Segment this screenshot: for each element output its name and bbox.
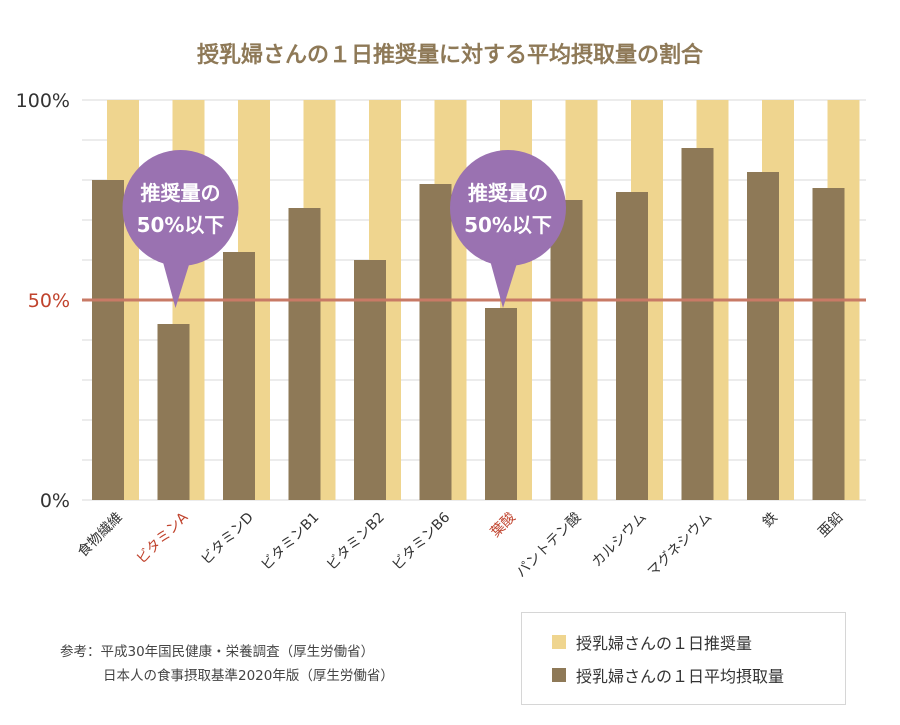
y-tick-label: 50% <box>28 290 70 312</box>
bar-intake-ビタミンD <box>223 252 255 500</box>
x-tick-label-マグネシウム: マグネシウム <box>645 510 716 581</box>
y-tick-label: 100% <box>16 90 70 112</box>
annotation-line2: 50%以下 <box>464 213 552 237</box>
bar-intake-パントテン酸 <box>550 200 583 500</box>
source-note-1: 参考：平成30年国民健康・栄養調査（厚生労働省） <box>60 644 375 660</box>
x-tick-label-ビタミンB2: ビタミンB2 <box>324 510 388 574</box>
legend-item-recommended: 授乳婦さんの１日推奨量 <box>552 630 752 654</box>
annotation-line1: 推奨量の <box>468 181 548 205</box>
bar-intake-マグネシウム <box>681 148 714 500</box>
x-axis-ticks: 食物繊維 ビタミンA ビタミンD ビタミンB1 ビタミンB2 ビタミンB6 葉酸パントテン酸… <box>74 509 846 581</box>
bar-intake-ビタミンB1 <box>288 208 321 500</box>
legend-label-recommended: 授乳婦さんの１日推奨量 <box>576 634 753 653</box>
bar-intake-ビタミンB6 <box>419 184 452 500</box>
y-axis-ticks: 0% 50% 100% <box>16 90 70 512</box>
intake-series <box>92 148 845 500</box>
bar-intake-食物繊維 <box>92 180 124 500</box>
annotation-line2: 50%以下 <box>137 213 225 237</box>
x-tick-label-食物繊維: 食物繊維 <box>74 509 126 561</box>
annotation-葉酸: 推奨量の 50%以下 <box>450 150 566 308</box>
x-tick-label-葉酸: 葉酸 <box>488 510 519 541</box>
source-note-2: 日本人の食事摂取基準2020年版（厚生労働省） <box>103 668 394 684</box>
x-tick-label-ビタミンB1: ビタミンB1 <box>258 510 322 574</box>
legend: 授乳婦さんの１日推奨量 授乳婦さんの１日平均摂取量 <box>521 612 846 705</box>
x-tick-label-鉄: 鉄 <box>760 510 781 531</box>
legend-swatch-recommended <box>552 635 566 649</box>
annotation-ビタミンA: 推奨量の 50%以下 <box>122 150 239 308</box>
x-tick-label-カルシウム: カルシウム <box>589 510 650 571</box>
bar-intake-葉酸 <box>485 308 517 500</box>
x-tick-label-パントテン酸: パントテン酸 <box>513 510 584 581</box>
y-tick-label: 0% <box>40 490 70 512</box>
x-tick-label-ビタミンD: ビタミンD <box>198 510 257 569</box>
bar-intake-亜鉛 <box>812 188 845 500</box>
x-tick-label-ビタミンB6: ビタミンB6 <box>389 509 453 573</box>
annotation-bubble <box>450 150 566 266</box>
legend-swatch-intake <box>552 668 566 682</box>
chart-title: 授乳婦さんの１日推奨量に対する平均摂取量の割合 <box>197 42 704 68</box>
x-tick-label-ビタミンA: ビタミンA <box>134 509 192 567</box>
legend-item-intake: 授乳婦さんの１日平均摂取量 <box>552 663 784 687</box>
x-tick-label-亜鉛: 亜鉛 <box>815 510 846 541</box>
legend-label-intake: 授乳婦さんの１日平均摂取量 <box>576 667 785 686</box>
annotation-pointer <box>488 253 518 308</box>
annotation-pointer <box>160 253 191 308</box>
bar-intake-鉄 <box>747 172 779 500</box>
bar-intake-ビタミンA <box>157 324 190 500</box>
bar-intake-カルシウム <box>616 192 648 500</box>
annotation-bubble <box>122 150 239 266</box>
annotation-line1: 推奨量の <box>141 181 221 205</box>
annotation-bubbles: 推奨量の 50%以下 推奨量の 50%以下 <box>122 150 566 308</box>
bar-intake-ビタミンB2 <box>354 260 386 500</box>
